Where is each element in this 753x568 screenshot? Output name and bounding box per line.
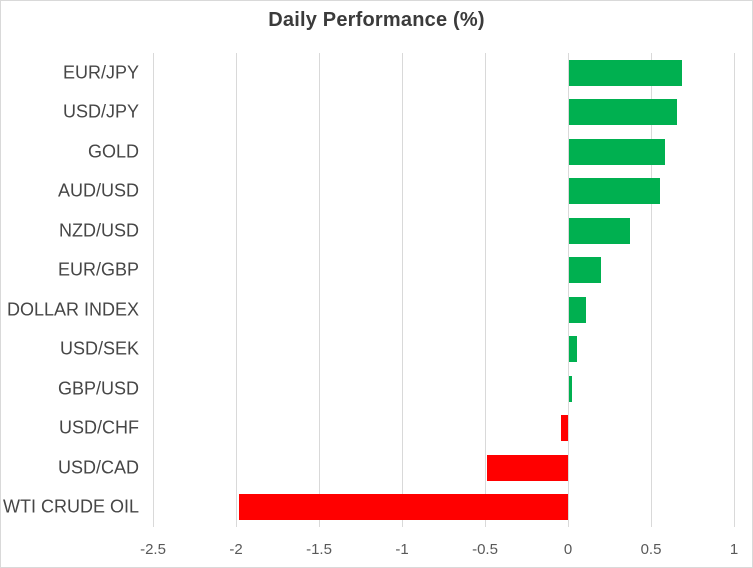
bar-usd-chf xyxy=(561,415,568,442)
category-label-eur-gbp: EUR/GBP xyxy=(57,259,139,280)
x-tick-label: -2 xyxy=(229,541,243,558)
category-label-gold: GOLD xyxy=(87,141,139,162)
x-tick-label: 0.5 xyxy=(640,541,662,558)
gridline-x--0.5 xyxy=(484,53,486,527)
bar-usd-cad xyxy=(486,454,568,481)
x-tick-label: -0.5 xyxy=(472,541,498,558)
category-label-usd-cad: USD/CAD xyxy=(57,457,139,478)
bar-usd-sek xyxy=(569,336,578,363)
category-label-usd-jpy: USD/JPY xyxy=(62,101,139,122)
bar-wti-crude-oil xyxy=(239,494,568,521)
x-tick-label: -1.5 xyxy=(306,541,332,558)
category-label-gbp-usd: GBP/USD xyxy=(57,378,139,399)
gridline-x--2 xyxy=(235,53,237,527)
bar-eur-jpy xyxy=(569,59,682,86)
gridline-x--1 xyxy=(401,53,403,527)
category-label-eur-jpy: EUR/JPY xyxy=(62,62,139,83)
gridline-x-0.5 xyxy=(650,53,652,527)
x-tick-label: 1 xyxy=(729,541,739,558)
x-tick-label: -1 xyxy=(395,541,409,558)
category-label-wti-crude-oil: WTI CRUDE OIL xyxy=(2,496,139,517)
plot-area xyxy=(152,53,735,527)
gridline-x--1.5 xyxy=(318,53,320,527)
gridline-x-1 xyxy=(733,53,735,527)
x-tick-label: 0 xyxy=(563,541,573,558)
category-label-usd-sek: USD/SEK xyxy=(59,338,139,359)
chart-title: Daily Performance (%) xyxy=(268,9,485,31)
bar-dollar-index xyxy=(569,296,586,323)
bar-aud-usd xyxy=(569,178,661,205)
gridline-x--2.5 xyxy=(152,53,154,527)
category-label-nzd-usd: NZD/USD xyxy=(59,220,139,241)
category-label-aud-usd: AUD/USD xyxy=(57,180,139,201)
gridline-x-0 xyxy=(567,53,569,527)
x-tick-label: -2.5 xyxy=(140,541,166,558)
bar-usd-jpy xyxy=(569,99,677,126)
category-label-usd-chf: USD/CHF xyxy=(59,417,139,438)
bar-gbp-usd xyxy=(569,375,573,402)
bar-eur-gbp xyxy=(569,257,601,284)
bar-nzd-usd xyxy=(569,217,631,244)
category-label-dollar-index: DOLLAR INDEX xyxy=(6,299,139,320)
bar-gold xyxy=(569,138,666,165)
